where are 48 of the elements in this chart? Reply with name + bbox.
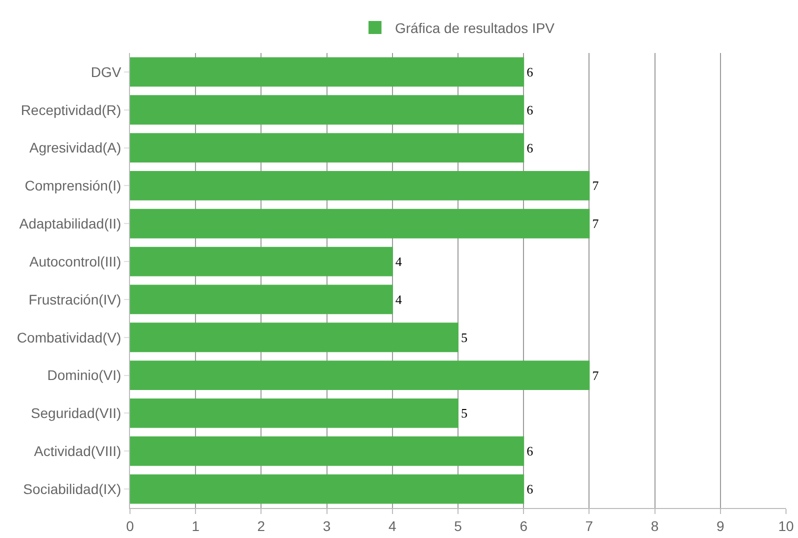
x-tick-label: 0 (126, 518, 134, 534)
bar (130, 284, 393, 314)
x-tick-label: 10 (778, 518, 794, 534)
bar (130, 95, 524, 125)
bar (130, 57, 524, 87)
y-tick-label: Agresividad(A) (29, 140, 122, 156)
y-tick-label: Combatividad(V) (16, 329, 122, 346)
x-tick-label: 4 (388, 518, 396, 534)
data-label: 6 (526, 102, 534, 118)
y-tick-label: Receptividad(R) (20, 102, 122, 118)
x-tick-label: 3 (322, 518, 331, 534)
x-tick-label: 9 (716, 518, 724, 534)
data-label: 7 (592, 178, 600, 194)
bar (130, 436, 524, 466)
y-tick-label: Frustración(IV) (28, 291, 122, 308)
data-label: 6 (526, 444, 534, 459)
data-label: 6 (526, 140, 534, 156)
y-tick-label: Dominio(VI) (47, 367, 122, 384)
y-tick-label: DGV (90, 64, 122, 80)
x-tick-label: 6 (520, 518, 528, 534)
data-label: 7 (592, 216, 600, 232)
bar (130, 322, 458, 352)
y-tick-label: Actividad(VIII) (34, 443, 122, 460)
y-tick-label: Autocontrol(III) (29, 253, 122, 270)
x-tick-label: 5 (454, 518, 462, 534)
data-label: 7 (592, 368, 600, 383)
data-label: 4 (395, 254, 402, 270)
bar (130, 246, 393, 276)
y-tick-label: Sociabilidad(IX) (23, 480, 122, 497)
bar (130, 133, 524, 163)
bar (130, 360, 590, 390)
bar (130, 474, 524, 504)
bar (130, 170, 590, 200)
x-tick-label: 2 (257, 518, 266, 534)
data-label: 5 (461, 406, 468, 421)
bar (130, 398, 458, 428)
data-label: 5 (461, 330, 468, 345)
data-label: 6 (526, 64, 534, 80)
bar (130, 208, 590, 238)
data-label: 6 (526, 482, 534, 497)
x-tick-label: 1 (192, 518, 200, 534)
legend-label: Gráfica de resultados IPV (395, 20, 556, 36)
y-tick-label: Adaptabilidad(II) (19, 216, 122, 232)
y-tick-label: Comprensión(I) (24, 178, 122, 194)
x-tick-label: 7 (585, 518, 594, 534)
y-tick-label: Seguridad(VII) (30, 405, 122, 422)
x-tick-label: 8 (650, 518, 659, 534)
data-label: 4 (395, 292, 402, 307)
